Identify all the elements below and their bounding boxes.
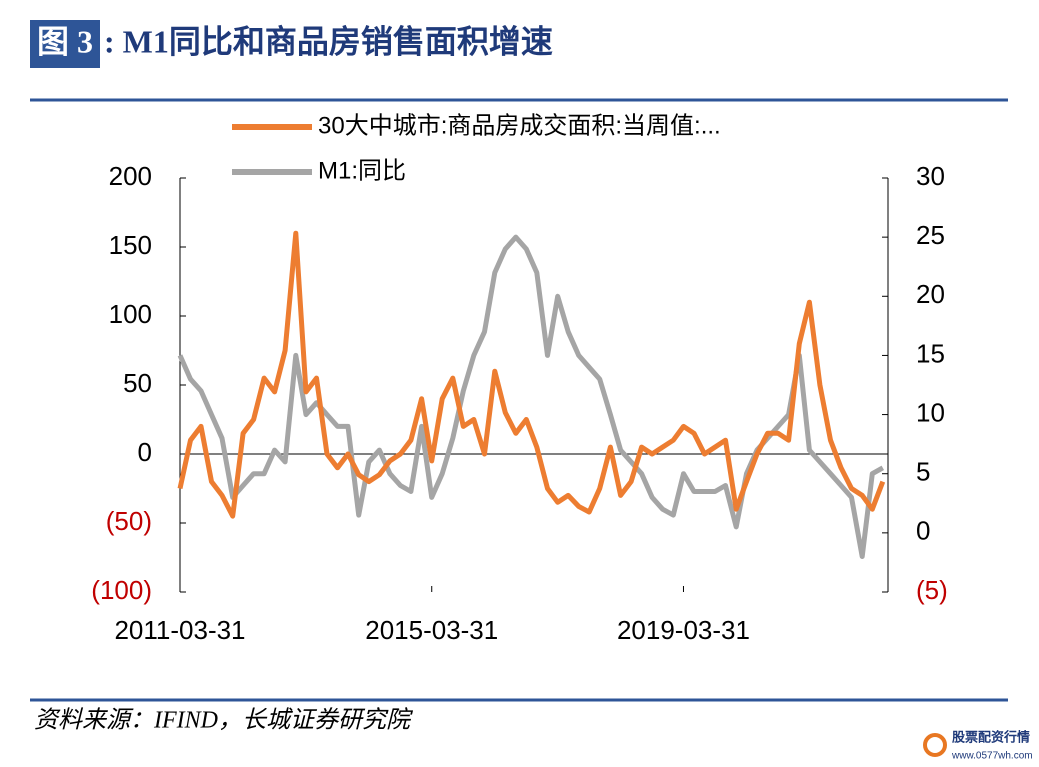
y-tick-label: 100 [109, 299, 152, 329]
y-tick-label: 0 [138, 437, 152, 467]
y2-tick-label: 15 [916, 338, 945, 368]
source: 资料来源：IFIND，长城证券研究院 [34, 707, 414, 734]
y2-tick-label: 5 [916, 457, 930, 487]
y2-tick-label: 0 [916, 516, 930, 546]
y-tick-label: 50 [123, 368, 152, 398]
watermark-name: 股票配资行情 [952, 729, 1030, 744]
legend-label: 30大中城市:商品房成交面积:当周值:... [318, 112, 721, 139]
x-tick-label: 2019-03-31 [617, 615, 750, 645]
figure-label: 图 3 [37, 23, 93, 59]
series-line [177, 234, 885, 559]
y-tick-label: (50) [106, 506, 152, 536]
x-tick-label: 2011-03-31 [114, 615, 245, 645]
y2-tick-label: 10 [916, 397, 945, 427]
y2-tick-label: (5) [916, 575, 948, 605]
y-tick-label: (100) [91, 575, 152, 605]
chart-title: : M1同比和商品房销售面积增速 [104, 23, 553, 59]
series-line [177, 230, 886, 519]
chart: (100) (50) 0 50 100 150 200 (5) 0 5 10 15 20 25 30 2011… [91, 112, 947, 645]
y2-tick-label: 25 [916, 220, 945, 250]
logo-icon [923, 733, 947, 757]
legend-label: M1:同比 [318, 157, 406, 184]
y-tick-label: 200 [109, 161, 152, 191]
watermark-url: www.0577wh.com [951, 751, 1033, 762]
x-tick-label: 2015-03-31 [365, 615, 498, 645]
figure-label-box [30, 20, 100, 68]
y2-tick-label: 30 [916, 161, 945, 191]
y2-tick-label: 20 [916, 279, 945, 309]
y-tick-label: 150 [109, 230, 152, 260]
